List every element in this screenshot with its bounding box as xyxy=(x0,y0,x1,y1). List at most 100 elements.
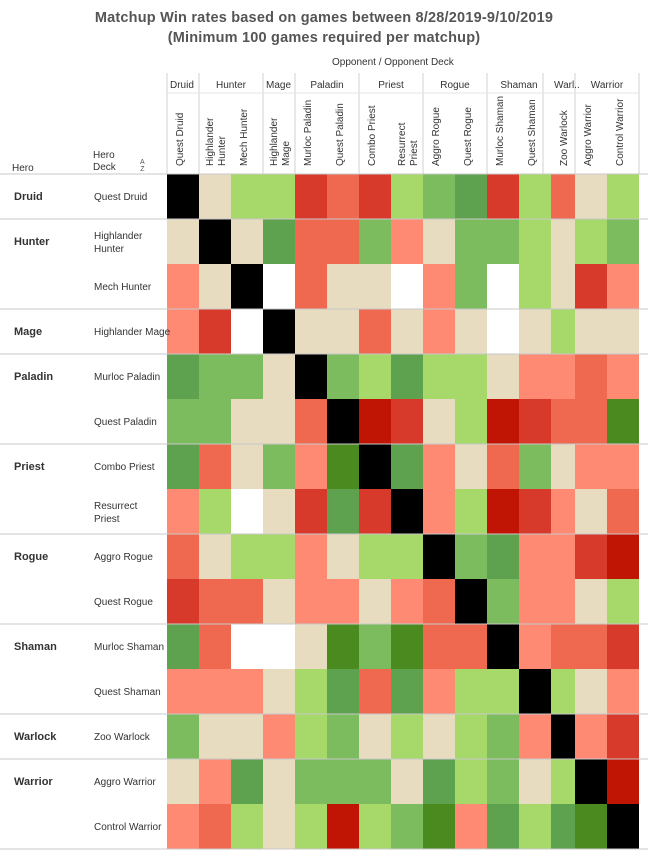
row-hero-label: Priest xyxy=(14,461,45,473)
heatmap-cell xyxy=(327,354,359,399)
heatmap-cell xyxy=(231,444,263,489)
heatmap-cell xyxy=(199,579,231,624)
heatmap-cell xyxy=(359,309,391,354)
heatmap-cell xyxy=(167,174,199,219)
heatmap-cell xyxy=(263,714,295,759)
heatmap-cell xyxy=(487,624,519,669)
heatmap-cell xyxy=(263,399,295,444)
heatmap-cell xyxy=(231,624,263,669)
heatmap-cell xyxy=(487,399,519,444)
row-hero-label: Druid xyxy=(14,191,43,203)
heatmap-cell xyxy=(487,804,519,849)
heatmap-cell xyxy=(607,444,639,489)
heatmap-cell xyxy=(391,264,423,309)
heatmap-cell xyxy=(263,669,295,714)
heatmap-cell xyxy=(167,579,199,624)
heatmap-cell xyxy=(391,399,423,444)
heatmap-cell xyxy=(295,309,327,354)
heatmap-cell xyxy=(423,759,455,804)
heatmap-cell xyxy=(519,399,551,444)
heatmap-cell xyxy=(519,219,551,264)
column-deck-label: Murloc Shaman xyxy=(495,96,506,166)
heatmap-cell xyxy=(551,759,575,804)
heatmap-cell xyxy=(455,669,487,714)
heatmap-cell xyxy=(423,669,455,714)
heatmap-cell xyxy=(263,579,295,624)
row-hero-label: Rogue xyxy=(14,551,48,563)
heatmap-cell xyxy=(575,354,607,399)
heatmap-cell xyxy=(487,264,519,309)
heatmap-cell xyxy=(359,444,391,489)
row-deck-label: Aggro Rogue xyxy=(94,552,153,563)
heatmap-cell xyxy=(607,804,639,849)
heatmap-cell xyxy=(327,714,359,759)
heatmap-cell xyxy=(575,309,607,354)
chart-title-line-1: Matchup Win rates based on games between… xyxy=(94,10,554,26)
heatmap-cell xyxy=(199,399,231,444)
heatmap-cell xyxy=(519,579,551,624)
heatmap-cell xyxy=(455,264,487,309)
heatmap-cell xyxy=(199,354,231,399)
column-deck-label: Mech Hunter xyxy=(239,108,250,166)
row-hero-label: Warrior xyxy=(14,776,53,788)
heatmap-cell xyxy=(359,714,391,759)
heatmap-cell xyxy=(551,804,575,849)
heatmap-cell xyxy=(551,714,575,759)
heatmap-cell xyxy=(231,354,263,399)
heatmap-cell xyxy=(575,624,607,669)
heatmap-cell xyxy=(199,444,231,489)
heatmap-cell xyxy=(359,804,391,849)
row-deck-label: Quest Paladin xyxy=(94,417,157,428)
heatmap-cell xyxy=(327,489,359,534)
heatmap-cell xyxy=(575,714,607,759)
heatmap-cell xyxy=(167,804,199,849)
heatmap-cell xyxy=(575,489,607,534)
heatmap-cell xyxy=(455,399,487,444)
heatmap-cell xyxy=(575,579,607,624)
column-deck-label: Quest Paladin xyxy=(335,103,346,166)
heatmap-cell xyxy=(295,669,327,714)
row-deck-label: Quest Rogue xyxy=(94,597,153,608)
column-hero-label: Druid xyxy=(170,80,194,91)
heatmap-cell xyxy=(231,219,263,264)
heatmap-cell xyxy=(359,489,391,534)
row-deck-label: Resurrect Priest xyxy=(94,501,138,525)
heatmap-cell xyxy=(263,174,295,219)
heatmap-cell xyxy=(327,219,359,264)
heatmap-cell xyxy=(551,669,575,714)
heatmap-cell xyxy=(487,534,519,579)
column-deck-label: Control Warrior xyxy=(615,98,626,166)
column-hero-label: Shaman xyxy=(500,80,537,91)
heatmap-cell xyxy=(231,534,263,579)
heatmap-cell xyxy=(455,579,487,624)
heatmap-cell xyxy=(327,804,359,849)
heatmap-cell xyxy=(295,579,327,624)
heatmap-cell xyxy=(263,219,295,264)
heatmap-cell xyxy=(199,759,231,804)
heatmap-cell xyxy=(391,219,423,264)
heatmap-cell xyxy=(295,759,327,804)
heatmap-cell xyxy=(391,804,423,849)
hero-deck-column-header[interactable]: Hero Deck xyxy=(93,150,116,173)
heatmap-cell xyxy=(575,399,607,444)
heatmap-cell xyxy=(607,354,639,399)
heatmap-cell xyxy=(455,759,487,804)
column-hero-label: Paladin xyxy=(310,80,343,91)
heatmap-cell xyxy=(231,759,263,804)
heatmap-cell xyxy=(519,174,551,219)
heatmap-cell xyxy=(263,264,295,309)
column-deck-label: Aggro Warrior xyxy=(583,103,594,166)
heatmap-cell xyxy=(167,219,199,264)
heatmap-cell xyxy=(295,804,327,849)
column-deck-label: Quest Shaman xyxy=(527,99,538,166)
heatmap-cell xyxy=(199,264,231,309)
heatmap-cell xyxy=(551,309,575,354)
heatmap-cell xyxy=(455,444,487,489)
heatmap-cell xyxy=(519,669,551,714)
heatmap-cell xyxy=(455,624,487,669)
heatmap-cell xyxy=(359,354,391,399)
heatmap-cell xyxy=(519,309,551,354)
heatmap-cell xyxy=(327,669,359,714)
